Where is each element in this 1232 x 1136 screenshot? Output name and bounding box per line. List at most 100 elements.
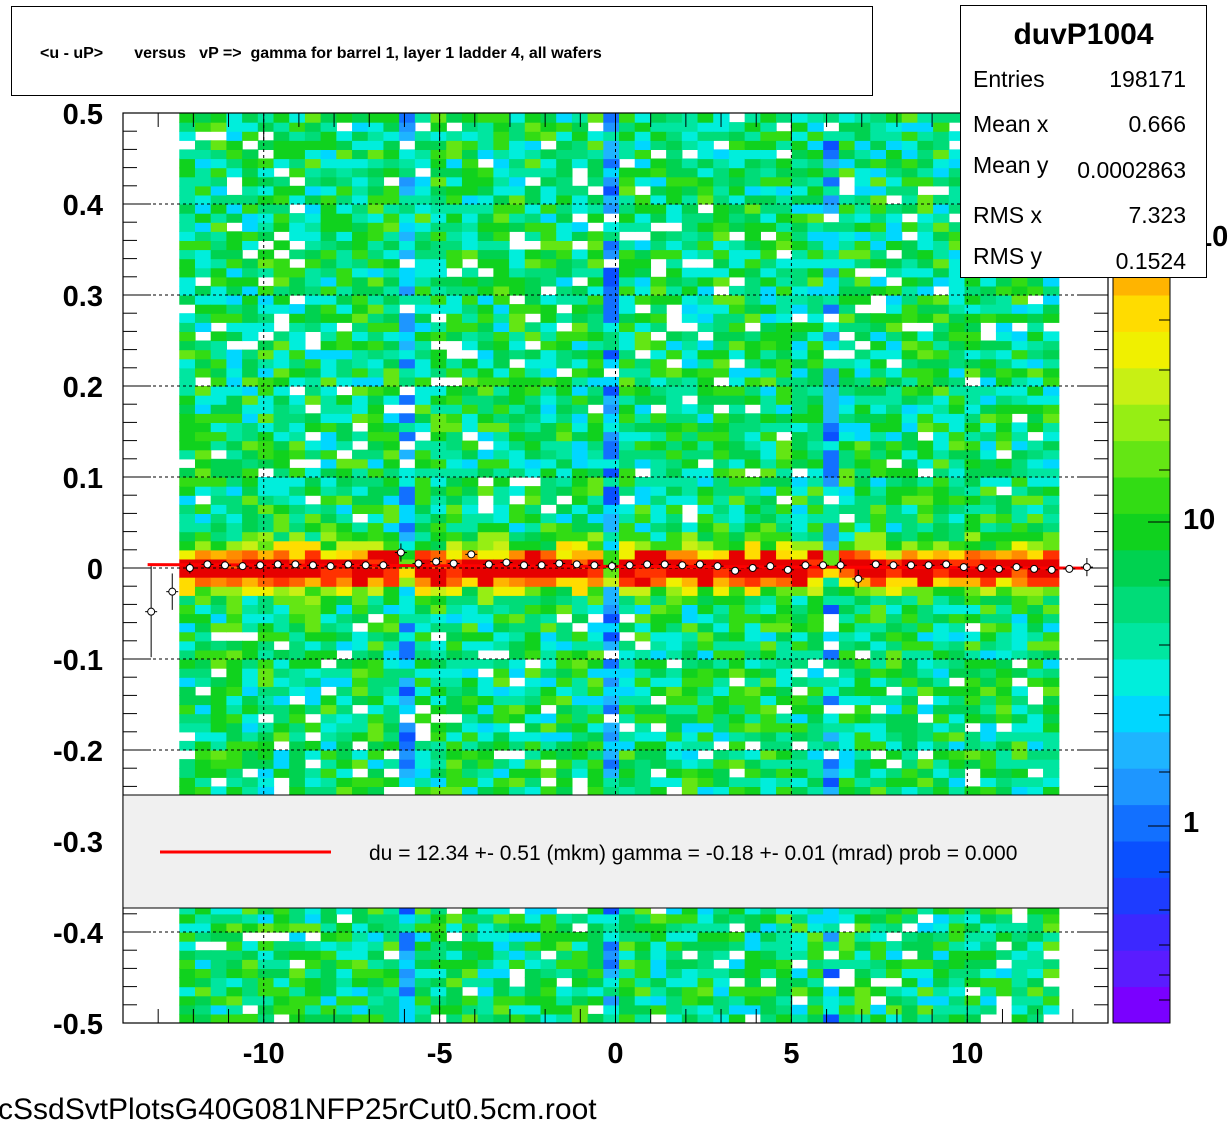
heatmap-cell xyxy=(414,941,432,951)
heatmap-cell xyxy=(776,768,793,778)
heatmap-cell xyxy=(823,659,840,669)
heatmap-cell xyxy=(619,458,636,469)
heatmap-cell xyxy=(948,668,966,678)
heatmap-cell xyxy=(226,1004,243,1015)
heatmap-cell xyxy=(650,577,667,587)
heatmap-cell xyxy=(383,231,400,241)
heatmap-cell xyxy=(257,367,275,378)
heatmap-cell xyxy=(524,213,542,223)
heatmap-cell xyxy=(556,131,573,141)
heatmap-cell xyxy=(509,686,526,696)
heatmap-cell xyxy=(634,932,652,942)
heatmap-cell xyxy=(995,413,1013,423)
heatmap-cell xyxy=(760,1013,777,1023)
heatmap-cell xyxy=(399,204,416,214)
heatmap-cell xyxy=(587,659,604,669)
heatmap-cell xyxy=(383,740,400,751)
heatmap-cell xyxy=(304,959,322,969)
heatmap-cell xyxy=(226,131,243,141)
heatmap-cell xyxy=(587,959,604,969)
heatmap-cell xyxy=(414,649,432,660)
heatmap-cell xyxy=(760,986,777,997)
heatmap-cell xyxy=(634,249,652,260)
heatmap-cell xyxy=(995,285,1013,296)
heatmap-cell xyxy=(713,258,730,269)
heatmap-cell xyxy=(697,222,714,232)
heatmap-cell xyxy=(430,504,447,514)
heatmap-cell xyxy=(854,240,871,251)
heatmap-cell xyxy=(995,531,1013,542)
heatmap-cell xyxy=(760,295,777,305)
heatmap-cell xyxy=(367,568,385,578)
heatmap-cell xyxy=(776,313,793,323)
heatmap-cell xyxy=(697,158,714,169)
heatmap-cell xyxy=(823,731,840,742)
heatmap-cell xyxy=(179,668,196,678)
heatmap-cell xyxy=(760,313,777,323)
heatmap-cell xyxy=(571,486,589,496)
heatmap-cell xyxy=(728,1013,746,1023)
heatmap-cell xyxy=(524,185,542,196)
heatmap-cell xyxy=(980,759,997,769)
heatmap-cell xyxy=(634,295,652,305)
heatmap-cell xyxy=(854,932,871,942)
heatmap-cell xyxy=(493,786,510,797)
heatmap-cell xyxy=(681,1013,699,1023)
heatmap-cell xyxy=(477,449,494,460)
heatmap-cell xyxy=(823,631,840,642)
heatmap-cell xyxy=(791,513,809,524)
heatmap-cell xyxy=(901,431,919,442)
heatmap-cell xyxy=(524,686,542,696)
heatmap-cell xyxy=(713,477,730,487)
heatmap-cell xyxy=(760,686,777,696)
heatmap-cell xyxy=(681,941,699,951)
heatmap-cell xyxy=(666,386,683,396)
heatmap-cell xyxy=(885,995,903,1006)
heatmap-cell xyxy=(524,386,542,396)
heatmap-cell xyxy=(289,376,306,387)
heatmap-cell xyxy=(352,267,369,278)
heatmap-cell xyxy=(791,458,809,469)
heatmap-cell xyxy=(179,167,196,178)
heatmap-cell xyxy=(995,659,1013,669)
heatmap-cell xyxy=(383,158,400,169)
heatmap-cell xyxy=(917,531,934,542)
heatmap-cell xyxy=(838,904,856,915)
heatmap-cell xyxy=(226,604,243,615)
heatmap-cell xyxy=(367,322,385,332)
heatmap-cell xyxy=(807,158,824,169)
heatmap-cell xyxy=(697,759,714,769)
heatmap-cell xyxy=(603,959,620,969)
heatmap-cell xyxy=(838,449,856,460)
heatmap-cell xyxy=(399,750,416,760)
heatmap-cell xyxy=(430,577,447,587)
heatmap-cell xyxy=(509,768,526,778)
heatmap-cell xyxy=(304,740,322,751)
heatmap-cell xyxy=(901,568,919,578)
heatmap-cell xyxy=(666,467,683,478)
heatmap-cell xyxy=(273,495,290,505)
heatmap-cell xyxy=(430,122,447,132)
heatmap-cell xyxy=(697,358,714,369)
heatmap-cell xyxy=(194,213,212,223)
heatmap-cell xyxy=(571,358,589,369)
heatmap-cell xyxy=(257,677,275,687)
heatmap-cell xyxy=(933,932,950,942)
heatmap-cell xyxy=(980,458,997,469)
heatmap-cell xyxy=(650,713,667,724)
heatmap-cell xyxy=(571,231,589,241)
heatmap-cell xyxy=(901,458,919,469)
heatmap-cell xyxy=(210,194,227,205)
heatmap-cell xyxy=(634,531,652,542)
heatmap-cell xyxy=(713,322,730,332)
heatmap-cell xyxy=(791,722,809,733)
heatmap-cell xyxy=(948,968,966,979)
heatmap-cell xyxy=(540,722,557,733)
heatmap-cell xyxy=(603,331,620,342)
heatmap-cell xyxy=(210,313,227,323)
heatmap-cell xyxy=(194,176,212,187)
heatmap-cell xyxy=(650,522,667,533)
heatmap-cell xyxy=(870,149,887,160)
heatmap-cell xyxy=(885,231,903,241)
heatmap-cell xyxy=(352,122,369,132)
